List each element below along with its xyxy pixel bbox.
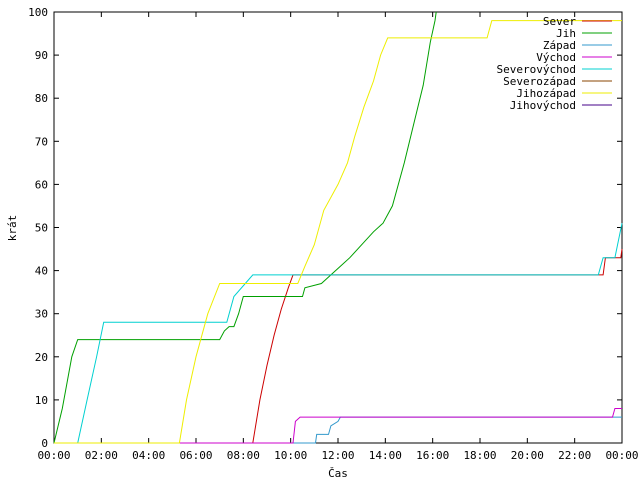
y-tick-label: 20: [35, 351, 48, 364]
x-tick-label: 14:00: [369, 449, 402, 462]
x-tick-label: 04:00: [132, 449, 165, 462]
y-tick-label: 70: [35, 135, 48, 148]
series-layer: [53, 11, 623, 444]
series-line-6: [54, 20, 622, 444]
series-line-0: [54, 248, 623, 444]
x-tick-label: 22:00: [558, 449, 591, 462]
y-tick-label: 10: [35, 394, 48, 407]
legend-label: Severozápad: [503, 75, 576, 88]
y-tick-label: 40: [35, 265, 48, 278]
x-tick-label: 02:00: [85, 449, 118, 462]
series-line-1: [53, 11, 437, 444]
legend-label: Sever: [543, 15, 576, 28]
legend: SeverJihZápadVýchodSeverovýchodSeverozáp…: [497, 15, 612, 112]
y-tick-label: 80: [35, 92, 48, 105]
legend-label: Jih: [556, 27, 576, 40]
x-tick-label: 06:00: [179, 449, 212, 462]
y-tick-label: 30: [35, 308, 48, 321]
legend-label: Severovýchod: [497, 63, 576, 76]
x-tick-label: 00:00: [605, 449, 638, 462]
series-line-4: [54, 223, 623, 444]
axis-ticks: 0 10 20 30 40 50 60 70 80 90 100 00:00 02:00 04:00 06:…: [28, 6, 638, 462]
x-tick-label: 00:00: [37, 449, 70, 462]
y-tick-label: 0: [41, 437, 48, 450]
x-axis-label: Čas: [328, 467, 348, 480]
x-tick-label: 16:00: [416, 449, 449, 462]
y-tick-label: 100: [28, 6, 48, 19]
x-tick-label: 10:00: [274, 449, 307, 462]
y-tick-label: 90: [35, 49, 48, 62]
x-tick-label: 20:00: [511, 449, 544, 462]
y-tick-label: 50: [35, 222, 48, 235]
legend-label: Východ: [536, 51, 576, 64]
legend-label: Jihovýchod: [510, 99, 576, 112]
x-tick-label: 12:00: [321, 449, 354, 462]
legend-label: Západ: [543, 39, 576, 52]
legend-label: Jihozápad: [516, 87, 576, 100]
x-tick-label: 18:00: [463, 449, 496, 462]
y-axis-label: krát: [6, 215, 19, 242]
series-line-3: [54, 408, 622, 444]
series-line-2: [54, 416, 622, 444]
y-tick-label: 60: [35, 178, 48, 191]
x-tick-label: 08:00: [227, 449, 260, 462]
